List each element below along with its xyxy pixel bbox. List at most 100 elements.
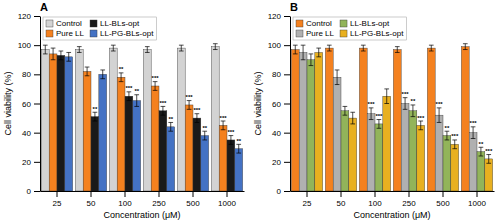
annotation: *** [451, 133, 459, 139]
error-bar [202, 131, 207, 140]
error-bar [384, 89, 389, 104]
panel: 25501002505001000020406080100120Concentr… [253, 1, 494, 220]
bar [125, 96, 133, 191]
annotation: ** [236, 138, 241, 144]
x-axis-title: Concentration (μM) [353, 210, 430, 220]
x-tick-mark [193, 191, 194, 197]
y-tick-mark [284, 191, 290, 192]
legend: ControlPure LLLL-BLs-optLL-PG-BLs-opt [43, 17, 156, 40]
y-tick-label: 0 [277, 187, 282, 196]
error-bar [437, 108, 442, 123]
bar [359, 48, 367, 191]
error-bar [316, 48, 321, 57]
bar [291, 50, 299, 191]
x-axis: 25501002505001000 [41, 191, 245, 208]
annotation: ** [93, 106, 98, 112]
annotation: *** [227, 129, 235, 135]
y-tick-label: 20 [272, 158, 281, 167]
y-tick: 60 [22, 100, 40, 109]
error-bar [361, 45, 366, 51]
bar [91, 117, 99, 191]
bar [167, 127, 175, 191]
bar [49, 54, 57, 191]
y-tick-label: 0 [27, 187, 32, 196]
error-bar [309, 54, 314, 66]
legend-box [43, 17, 156, 40]
bar [477, 152, 485, 191]
series [57, 51, 235, 191]
legend-swatch [340, 30, 347, 37]
error-bar [85, 67, 90, 76]
error-bar [463, 44, 468, 50]
series [41, 44, 219, 191]
x-tick: 25 [303, 191, 312, 208]
bar [435, 115, 443, 191]
error-bar [327, 45, 332, 51]
error-bar [301, 45, 306, 60]
x-tick-label: 25 [303, 199, 312, 208]
y-tick-mark [284, 45, 290, 46]
series [315, 48, 493, 191]
x-tick-mark [477, 191, 478, 197]
annotation: *** [485, 148, 493, 154]
x-tick-label: 100 [118, 199, 132, 208]
bar [193, 118, 201, 191]
y-tick-mark [284, 74, 290, 75]
bar [451, 144, 459, 191]
y-tick-mark [34, 45, 40, 46]
legend-label: LL-PG-BLs-opt [350, 29, 404, 38]
bar [325, 48, 333, 191]
x-tick: 500 [436, 191, 450, 208]
x-tick-mark [227, 191, 228, 197]
y-axis-title: Cell viability (%) [3, 71, 13, 135]
x-tick: 50 [337, 191, 346, 208]
annotation: ** [134, 88, 139, 94]
bar [99, 74, 107, 191]
plot-area: 25501002505001000020406080100120Concentr… [3, 12, 244, 220]
y-tick: 120 [18, 12, 40, 21]
bar [227, 140, 235, 191]
chart: 25501002505001000020406080100120Concentr… [0, 0, 500, 221]
y-tick: 60 [272, 100, 290, 109]
x-tick: 100 [118, 191, 132, 208]
plot-area: 25501002505001000020406080100120Concentr… [253, 12, 494, 220]
y-tick-mark [34, 104, 40, 105]
bar [41, 50, 49, 191]
y-tick-label: 120 [268, 12, 282, 21]
error-bar [59, 51, 64, 60]
x-tick: 25 [53, 191, 62, 208]
x-axis-title: Concentration (μM) [103, 210, 180, 220]
legend-swatch [90, 20, 97, 27]
annotation: ** [479, 141, 484, 147]
bar [409, 111, 417, 191]
legend-label: LL-PG-BLs-opt [100, 29, 154, 38]
error-bar [51, 48, 56, 60]
error-bar [111, 45, 116, 51]
x-tick-mark [125, 191, 126, 197]
error-bar [471, 127, 476, 139]
bar [349, 118, 357, 191]
error-bar [100, 70, 105, 79]
bar [393, 50, 401, 191]
error-bar [195, 114, 200, 123]
bar [427, 48, 435, 191]
error-bar [213, 44, 218, 50]
bar [461, 47, 469, 191]
bar [469, 133, 477, 191]
y-tick-mark [34, 191, 40, 192]
bar [159, 111, 167, 191]
legend-label: Pure LL [306, 29, 335, 38]
x-tick-label: 1000 [468, 199, 486, 208]
bar [201, 136, 209, 191]
annotation: *** [470, 120, 478, 126]
bar [83, 71, 91, 191]
error-bar [350, 112, 355, 124]
legend-label: Control [306, 19, 332, 28]
error-bar [369, 108, 374, 120]
error-bar [236, 144, 241, 153]
annotation: *** [368, 101, 376, 107]
x-tick-label: 500 [186, 199, 200, 208]
error-bar [418, 121, 423, 130]
legend-swatch [296, 20, 303, 27]
marks [41, 44, 242, 191]
